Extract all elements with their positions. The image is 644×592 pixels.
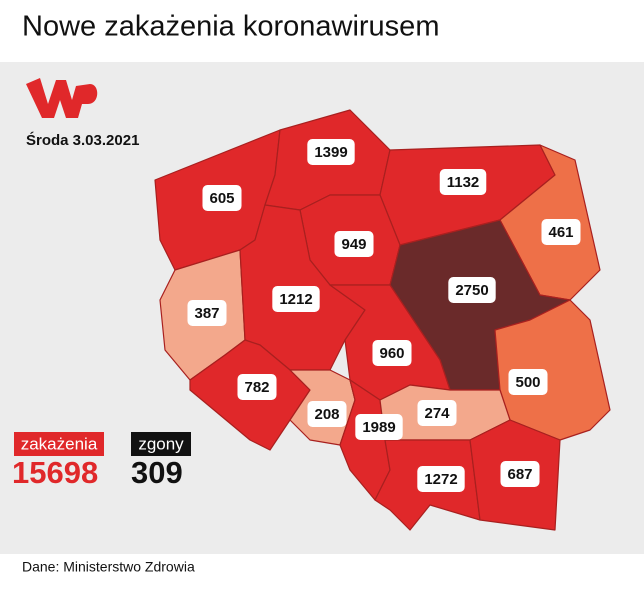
region-labels: 605 1399 1132 461 949 387 1212 2750 960 500 782 208… <box>187 139 581 492</box>
date: Środa 3.03.2021 <box>26 131 139 149</box>
deaths-total: 309 <box>131 455 183 490</box>
label-box <box>508 369 548 395</box>
label-box <box>417 400 457 426</box>
logo <box>26 78 98 118</box>
label-box <box>202 185 242 211</box>
label-box <box>307 401 347 427</box>
cases-label: zakażenia <box>21 434 98 453</box>
cases-label-bg <box>14 432 104 456</box>
label-box <box>307 139 355 165</box>
region-value: 461 <box>548 224 573 241</box>
region-value: 782 <box>244 379 269 396</box>
label-box <box>500 461 540 487</box>
region <box>494 299 611 441</box>
region-value: 1399 <box>314 144 347 161</box>
region-value: 208 <box>314 406 339 423</box>
label-box <box>187 300 227 326</box>
label-box <box>541 219 581 245</box>
region-value: 605 <box>209 190 234 207</box>
region-value: 960 <box>379 345 404 362</box>
region-value: 1132 <box>447 174 480 191</box>
title: Nowe zakażenia koronawirusem <box>22 11 439 43</box>
source: Dane: Ministerstwo Zdrowia <box>22 559 195 575</box>
deaths-label-bg <box>131 432 191 456</box>
region-value: 2750 <box>455 282 488 299</box>
cases-total: 15698 <box>12 455 98 490</box>
region-value: 1989 <box>362 419 395 436</box>
label-box <box>272 286 320 312</box>
region-value: 1272 <box>424 471 457 488</box>
label-box <box>237 374 277 400</box>
region-value: 949 <box>341 236 366 253</box>
label-box <box>355 414 403 440</box>
region-value: 687 <box>507 466 532 483</box>
deaths-label: zgony <box>138 434 184 453</box>
label-box <box>439 169 487 195</box>
region-value: 274 <box>424 405 450 422</box>
label-box <box>334 231 374 257</box>
label-box <box>448 277 496 303</box>
region-value: 500 <box>515 374 540 391</box>
label-box <box>372 340 412 366</box>
label-box <box>417 466 465 492</box>
region-value: 1212 <box>279 291 312 308</box>
region-value: 387 <box>194 305 219 322</box>
